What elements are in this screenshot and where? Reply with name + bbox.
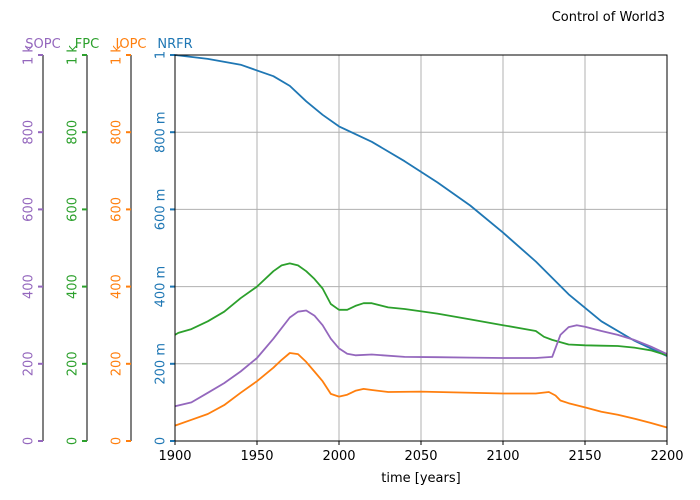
x-tick-label: 2000 — [322, 449, 355, 464]
series-lines — [174, 54, 668, 429]
sopc-tick-label: 0 — [22, 437, 37, 445]
fpc-tick-label: 0 — [66, 437, 81, 445]
x-tick-label: 2150 — [568, 449, 601, 464]
nrfr-tick-label: 800 m — [154, 111, 169, 153]
iopc-tick-label: 400 — [110, 274, 125, 299]
sopc-tick-label: 200 — [22, 351, 37, 376]
nrfr-line — [174, 54, 668, 357]
fpc-tick-label: 1 k — [66, 45, 81, 65]
x-axis-label: time [years] — [381, 471, 460, 486]
plot-frame — [174, 54, 668, 442]
nrfr-tick-label: 1 — [154, 51, 169, 59]
iopc-line — [174, 352, 668, 429]
x-tick-label: 2200 — [650, 449, 683, 464]
nrfr-tick-label: 600 m — [154, 189, 169, 231]
x-tick-label: 2100 — [486, 449, 519, 464]
fpc-tick-label: 600 — [66, 197, 81, 222]
chart-title: Control of World3 — [552, 10, 665, 25]
sopc-tick-label: 600 — [22, 197, 37, 222]
grid — [174, 54, 668, 442]
x-tick-label: 1950 — [240, 449, 273, 464]
fpc-axis-name: FPC — [75, 37, 99, 52]
iopc-tick-label: 200 — [110, 351, 125, 376]
nrfr-tick-label: 400 m — [154, 266, 169, 308]
fpc-tick-label: 400 — [66, 274, 81, 299]
x-tick-label: 2050 — [404, 449, 437, 464]
sopc-axis-name: SOPC — [25, 37, 60, 52]
iopc-tick-label: 800 — [110, 120, 125, 145]
iopc-axis-name: IOPC — [116, 37, 147, 52]
iopc-tick-label: 0 — [110, 437, 125, 445]
nrfr-axis-name: NRFR — [157, 37, 192, 52]
fpc-line — [174, 262, 668, 357]
nrfr-tick-label: 0 — [154, 437, 169, 445]
x-tick-label: 1900 — [158, 449, 191, 464]
iopc-tick-label: 600 — [110, 197, 125, 222]
iopc-tick-label: 1 k — [110, 45, 125, 65]
sopc-line — [174, 309, 668, 408]
sopc-tick-label: 1 k — [22, 45, 37, 65]
fpc-tick-label: 800 — [66, 120, 81, 145]
fpc-tick-label: 200 — [66, 351, 81, 376]
sopc-tick-label: 800 — [22, 120, 37, 145]
sopc-tick-label: 400 — [22, 274, 37, 299]
nrfr-tick-label: 200 m — [154, 343, 169, 385]
